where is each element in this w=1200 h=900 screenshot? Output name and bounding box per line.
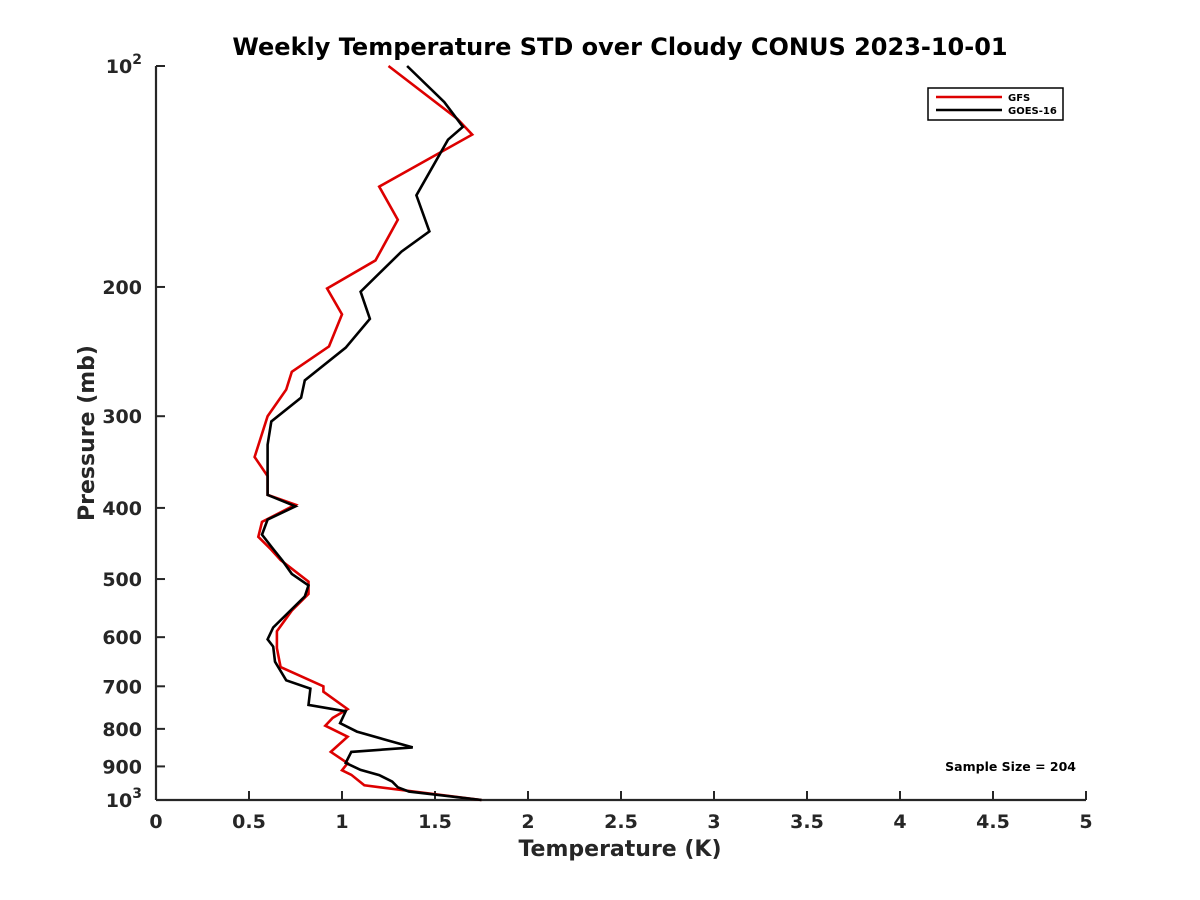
y-tick-label: 800	[102, 719, 142, 741]
x-tick-label: 3	[707, 811, 720, 833]
x-axis-title: Temperature (K)	[518, 837, 721, 862]
y-tick-label-base: 200	[102, 277, 142, 299]
y-tick-label: 200	[102, 277, 142, 299]
y-tick-label: 103	[106, 786, 142, 812]
x-tick-label: 1	[335, 811, 348, 833]
y-tick-label-base: 500	[102, 569, 142, 591]
series-line-gfs	[253, 64, 482, 802]
legend-label: GOES-16	[1008, 106, 1057, 117]
y-tick-label-base: 400	[102, 498, 142, 520]
y-tick-label: 400	[102, 498, 142, 520]
y-tick-label-base: 700	[102, 676, 142, 698]
y-tick-label-base: 800	[102, 719, 142, 741]
y-tick-label: 700	[102, 676, 142, 698]
x-tick-label: 5	[1079, 811, 1092, 833]
legend: GFS GOES-16	[927, 87, 1064, 121]
x-tick-label: 4	[893, 811, 906, 833]
y-tick-label: 300	[102, 406, 142, 428]
series-line-goes-16	[260, 65, 482, 802]
y-tick-label: 900	[102, 756, 142, 778]
x-tick-label: 3.5	[790, 811, 824, 833]
chart-title: Weekly Temperature STD over Cloudy CONUS…	[232, 33, 1007, 61]
legend-label: GFS	[1008, 93, 1030, 104]
x-tick-label: 0.5	[232, 811, 266, 833]
sample-size-annotation: Sample Size = 204	[945, 759, 1076, 774]
y-axis-title: Pressure (mb)	[75, 345, 100, 521]
y-tick-label-exponent: 3	[132, 786, 142, 802]
plot-lines	[253, 64, 482, 802]
x-tick-label: 2.5	[604, 811, 638, 833]
y-tick-label: 102	[106, 52, 142, 78]
y-tick-label: 600	[102, 627, 142, 649]
y-tick-label-base: 600	[102, 627, 142, 649]
y-tick-label-base: 10	[106, 790, 132, 812]
x-tick-label: 2	[521, 811, 534, 833]
y-tick-label: 500	[102, 569, 142, 591]
x-tick-label: 4.5	[976, 811, 1010, 833]
x-tick-label: 1.5	[418, 811, 452, 833]
y-tick-label-exponent: 2	[132, 52, 142, 68]
y-tick-label-base: 10	[106, 56, 132, 78]
y-tick-label-base: 900	[102, 756, 142, 778]
legend-box	[927, 87, 1064, 121]
x-tick-label: 0	[149, 811, 162, 833]
y-tick-label-base: 300	[102, 406, 142, 428]
axes: 0 0.5 1 1.5 2 2.5 3 3.5 4 4.5 51022003004005006007…	[102, 52, 1092, 833]
